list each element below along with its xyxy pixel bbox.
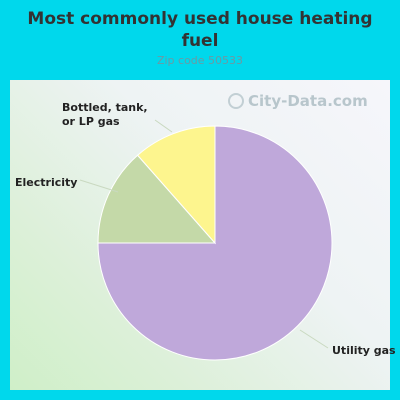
slice-label-utility-gas: Utility gas <box>332 344 396 357</box>
leader-line <box>299 329 329 349</box>
leader-line <box>154 119 173 133</box>
pie-slice-electricity <box>97 154 217 244</box>
leader-line <box>79 179 119 193</box>
pie-slice-utility-gas <box>97 125 333 361</box>
watermark-text: City-Data.com <box>248 92 368 110</box>
chart-title: Most commonly used house heating fuel <box>27 9 373 51</box>
slice-label-electricity: Electricity <box>15 176 78 189</box>
slice-label-bottled-gas: Bottled, tank, or LP gas <box>62 101 148 128</box>
chart-subtitle: Zip code 50533 <box>156 54 244 67</box>
city-data-logo-icon <box>228 93 244 109</box>
watermark: City-Data.com <box>228 92 368 110</box>
pie-slice-bottled-tank-or-lp-gas <box>136 125 216 245</box>
